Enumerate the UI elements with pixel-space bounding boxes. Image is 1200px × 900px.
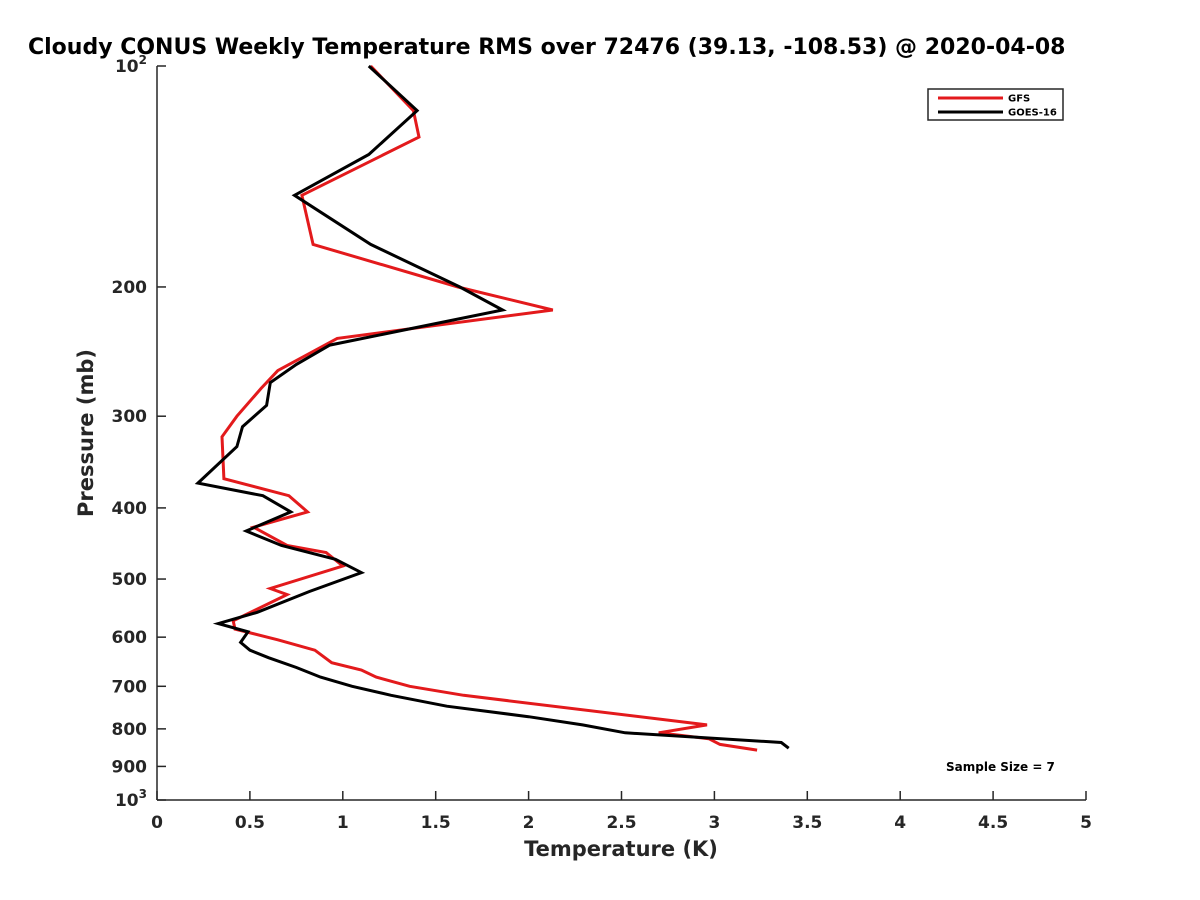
x-tick-label: 4 (894, 813, 906, 833)
sample-size-annotation: Sample Size = 7 (946, 760, 1055, 774)
y-tick-label: 102 (115, 53, 147, 77)
legend-label: GOES-16 (1008, 108, 1057, 119)
legend-label: GFS (1008, 94, 1030, 105)
y-tick-label: 400 (112, 499, 148, 519)
x-tick-label: 5 (1080, 813, 1092, 833)
y-axis-label: Pressure (mb) (74, 349, 98, 517)
x-tick-label: 1.5 (421, 813, 451, 833)
series-line-gfs (220, 64, 758, 752)
x-tick-label: 0.5 (235, 813, 265, 833)
y-tick-label: 800 (112, 720, 148, 740)
legend: GFS GOES-16 (927, 88, 1064, 121)
y-tick-label: 300 (112, 407, 148, 427)
x-axis-label: Temperature (K) (524, 837, 718, 861)
y-tick-label: 600 (112, 628, 148, 648)
series-line-goes-16 (194, 64, 790, 750)
x-tick-label: 2 (523, 813, 535, 833)
legend-box (927, 88, 1064, 121)
x-tick-label: 0 (151, 813, 163, 833)
chart-title: Cloudy CONUS Weekly Temperature RMS over… (28, 35, 1065, 60)
x-tick-label: 3 (708, 813, 720, 833)
x-tick-label: 1 (337, 813, 349, 833)
y-tick-label: 103 (115, 787, 147, 811)
x-tick-label: 3.5 (792, 813, 822, 833)
y-tick-label: 200 (112, 278, 148, 298)
x-tick-label: 2.5 (606, 813, 636, 833)
y-tick-label: 900 (112, 757, 148, 777)
y-tick-label: 500 (112, 570, 148, 590)
series-layer (194, 64, 790, 752)
y-tick-label: 700 (112, 677, 148, 697)
x-tick-label: 4.5 (978, 813, 1008, 833)
axes: 0 0.5 1 1.5 2 2.5 3 3.5 4 4.5 5 102 200 300 400 500 600 7… (112, 53, 1092, 833)
